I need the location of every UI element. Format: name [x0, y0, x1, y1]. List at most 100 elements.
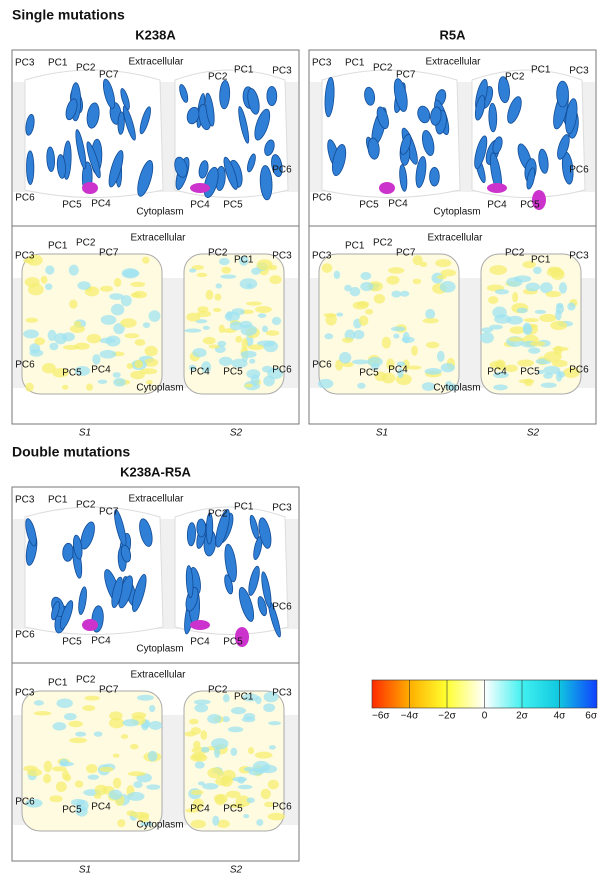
region-label: PC6 — [15, 360, 35, 371]
helix-density — [430, 167, 440, 186]
difference-density — [92, 354, 100, 364]
section-title: Single mutations — [12, 7, 125, 23]
difference-density — [268, 721, 281, 725]
difference-density — [242, 338, 248, 350]
difference-density — [114, 278, 121, 287]
difference-density — [49, 795, 62, 802]
ligand-density — [82, 619, 98, 631]
difference-density — [56, 698, 72, 708]
difference-density — [512, 292, 518, 303]
difference-density — [269, 275, 281, 284]
difference-density — [201, 747, 209, 753]
difference-density — [98, 380, 108, 384]
difference-density — [269, 745, 276, 750]
difference-density — [216, 283, 222, 288]
difference-density — [221, 267, 231, 274]
difference-density — [113, 372, 121, 378]
region-label: PC2 — [505, 248, 525, 259]
difference-density — [130, 744, 138, 749]
region-label: PC6 — [272, 165, 292, 176]
region-label: PC7 — [99, 248, 119, 259]
difference-density — [558, 371, 565, 378]
difference-density — [23, 329, 39, 338]
difference-density — [207, 767, 223, 778]
difference-density — [99, 338, 115, 344]
difference-density — [546, 291, 561, 297]
difference-density — [25, 318, 38, 323]
region-label: PC1 — [234, 65, 254, 76]
region-label: PC5 — [223, 804, 243, 815]
colorbar-label: −2σ — [438, 711, 456, 722]
difference-density — [509, 337, 524, 342]
difference-density — [386, 276, 399, 285]
panel-title: K238A — [135, 27, 176, 42]
difference-density — [120, 318, 136, 327]
difference-density — [132, 812, 149, 819]
ligand-density — [82, 182, 98, 194]
difference-density — [69, 300, 77, 309]
region-label: PC6 — [312, 193, 332, 204]
region-label: PC4 — [190, 637, 210, 648]
region-label: Cytoplasm — [433, 383, 480, 394]
difference-density — [49, 343, 58, 351]
region-label: PC3 — [15, 58, 35, 69]
difference-density — [109, 790, 122, 800]
difference-density — [322, 263, 333, 273]
difference-density — [555, 310, 561, 321]
region-label: PC5 — [223, 637, 243, 648]
region-label: Cytoplasm — [433, 207, 480, 218]
region-label: PC3 — [15, 688, 35, 699]
region-label: PC2 — [208, 248, 228, 259]
difference-density — [388, 267, 404, 273]
difference-density — [547, 268, 564, 277]
region-label: PC7 — [99, 70, 119, 81]
difference-density — [70, 325, 85, 333]
difference-density — [220, 275, 236, 279]
region-label: Extracellular — [130, 670, 186, 681]
region-label: PC6 — [569, 365, 589, 376]
region-label: PC1 — [234, 692, 254, 703]
difference-density — [88, 774, 100, 779]
difference-density — [517, 359, 534, 366]
difference-density — [128, 771, 146, 776]
difference-density — [117, 819, 125, 827]
region-label: PC2 — [208, 685, 228, 696]
region-label: PC3 — [312, 58, 332, 69]
difference-density — [423, 318, 439, 323]
difference-density — [77, 281, 90, 290]
difference-density — [122, 269, 139, 277]
difference-density — [426, 342, 439, 349]
difference-density — [68, 721, 83, 728]
difference-density — [62, 385, 68, 390]
difference-density — [437, 351, 445, 362]
difference-density — [360, 272, 371, 280]
difference-density — [146, 784, 160, 789]
region-label: PC4 — [487, 367, 507, 378]
difference-density — [44, 761, 52, 773]
difference-density — [56, 781, 67, 792]
difference-density — [403, 332, 410, 343]
helix-density — [267, 86, 277, 105]
difference-density — [111, 304, 124, 316]
region-label: PC4 — [190, 200, 210, 211]
region-label: PC6 — [15, 193, 35, 204]
difference-density — [53, 722, 67, 730]
difference-density — [268, 780, 279, 790]
ligand-density — [379, 182, 395, 194]
region-label: PC2 — [76, 63, 96, 74]
region-label: PC5 — [62, 637, 82, 648]
difference-density — [87, 334, 101, 343]
region-label: PC5 — [223, 200, 243, 211]
region-label: PC7 — [396, 70, 416, 81]
difference-density — [552, 347, 568, 352]
difference-density — [514, 275, 532, 282]
region-label: PC6 — [312, 360, 332, 371]
region-label: PC3 — [15, 251, 35, 262]
difference-density — [69, 738, 87, 744]
difference-density — [411, 346, 418, 356]
difference-density — [251, 374, 260, 386]
difference-density — [541, 382, 557, 387]
difference-density — [191, 790, 204, 795]
difference-density — [533, 267, 542, 275]
difference-density — [186, 313, 200, 322]
